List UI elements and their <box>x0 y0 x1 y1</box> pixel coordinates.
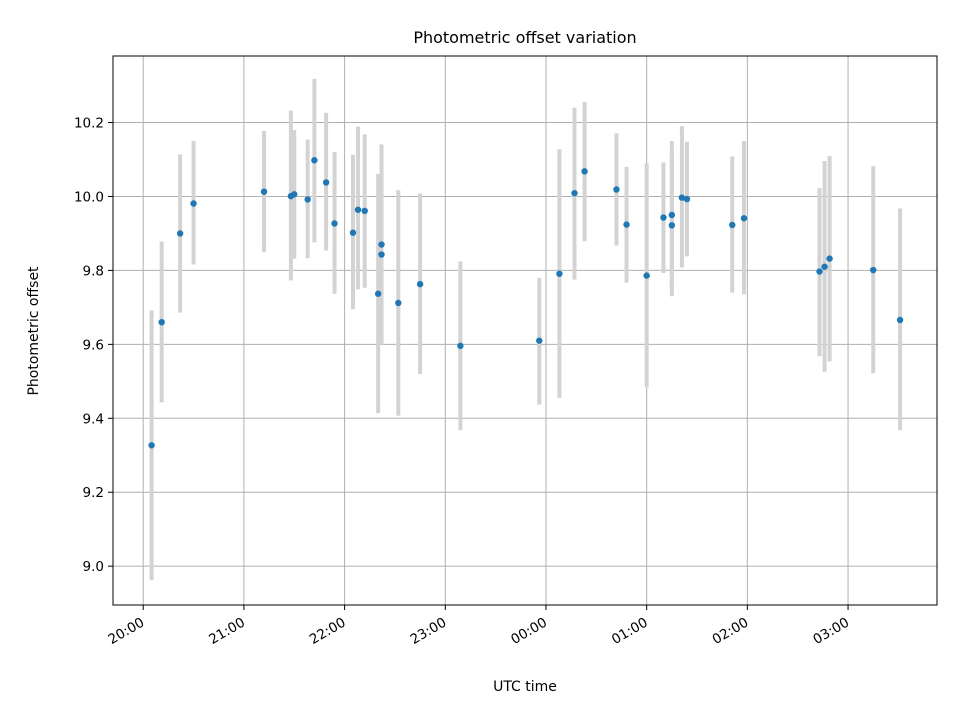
data-point <box>623 221 630 228</box>
data-point <box>378 251 385 258</box>
x-tick-label: 21:00 <box>206 615 248 648</box>
x-tick-label: 23:00 <box>408 615 450 648</box>
y-tick-label: 9.6 <box>83 337 104 353</box>
data-point <box>821 263 828 270</box>
y-tick-label: 9.4 <box>83 411 104 427</box>
y-tick-label: 9.2 <box>83 485 104 501</box>
data-point <box>395 299 402 307</box>
data-point <box>678 194 686 201</box>
x-tick-label: 00:00 <box>508 615 550 648</box>
data-point <box>668 211 676 219</box>
data-point <box>896 316 904 324</box>
data-point <box>291 191 298 198</box>
x-tick-label: 20:00 <box>106 615 148 648</box>
data-point <box>260 188 268 195</box>
data-point <box>311 157 318 164</box>
data-point <box>613 186 620 193</box>
y-axis-label: Photometric offset <box>26 266 42 396</box>
data-point <box>683 195 691 203</box>
data-point <box>304 196 311 203</box>
data-point <box>374 290 382 297</box>
data-point <box>190 200 197 207</box>
data-point <box>816 268 823 275</box>
x-tick-label: 03:00 <box>810 615 852 648</box>
chart-title: Photometric offset variation <box>413 28 636 47</box>
data-point <box>416 280 424 288</box>
data-point <box>349 229 357 236</box>
data-point <box>643 272 650 279</box>
data-point <box>322 179 330 186</box>
data-point <box>870 266 877 274</box>
data-point <box>354 206 362 213</box>
data-point <box>176 230 184 237</box>
data-point <box>361 207 368 215</box>
x-tick-label: 02:00 <box>710 615 752 648</box>
data-point <box>668 222 676 229</box>
x-axis: 20:00 21:00 22:00 23:00 00:00 01:00 02:00 03:00 <box>106 605 852 648</box>
x-tick-label: 01:00 <box>609 615 651 648</box>
data-point <box>556 270 563 277</box>
y-tick-label: 10.0 <box>74 189 104 205</box>
data-point <box>826 255 833 262</box>
data-point <box>581 168 588 175</box>
data-point <box>536 337 543 344</box>
data-point <box>158 318 165 326</box>
data-point <box>331 220 338 227</box>
grid-layer <box>113 56 937 605</box>
point-layer <box>148 157 904 449</box>
errorbar-layer <box>149 78 903 581</box>
plot-frame <box>112 55 938 606</box>
data-point <box>148 442 155 449</box>
y-tick-label: 10.2 <box>74 116 104 132</box>
data-point <box>571 189 578 197</box>
data-point <box>378 241 385 248</box>
y-tick-label: 9.8 <box>83 263 104 279</box>
y-tick-label: 9.0 <box>83 559 104 575</box>
data-point <box>740 215 748 222</box>
data-point <box>729 221 736 229</box>
x-tick-label: 22:00 <box>307 615 349 648</box>
data-point <box>457 342 464 350</box>
y-axis: 9.0 9.2 9.4 9.6 9.8 10.0 10.2 <box>74 116 113 575</box>
x-axis-label: UTC time <box>493 679 557 695</box>
data-point <box>660 214 667 221</box>
